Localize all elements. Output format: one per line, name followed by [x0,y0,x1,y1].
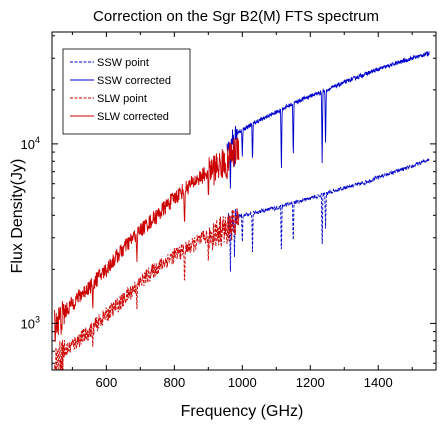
legend-entry-label: SLW corrected [97,111,169,123]
legend: SSW point SSW corrected SLW point SLW corre… [62,48,191,135]
legend-entry-label: SLW point [97,93,147,105]
plot-area [53,50,430,370]
x-tick-label: 600 [96,375,118,390]
y-tick-label: 104 [21,135,40,152]
x-tick-label: 800 [163,375,185,390]
x-tick-label: 1400 [364,375,393,390]
x-axis-label: Frequency (GHz) [181,403,304,420]
y-tick-label: 103 [21,314,40,331]
legend-entry-label: SSW point [97,57,149,69]
chart-title: Correction on the Sgr B2(M) FTS spectrum [93,8,379,25]
series-line-ssw-point [227,158,430,272]
y-axis-label: Flux Density(Jy) [9,159,26,274]
axes: 600 800 1000 1200 1400 103 104 [21,31,437,390]
legend-entry-label: SSW corrected [97,75,171,87]
series-line-ssw-corrected [226,50,430,189]
x-tick-label: 1200 [296,375,325,390]
series-line-slw-point [54,208,240,370]
x-tick-label: 1000 [228,375,257,390]
legend-box [62,48,191,135]
plot-frame [51,31,437,371]
series-line-slw-corrected [53,137,240,343]
